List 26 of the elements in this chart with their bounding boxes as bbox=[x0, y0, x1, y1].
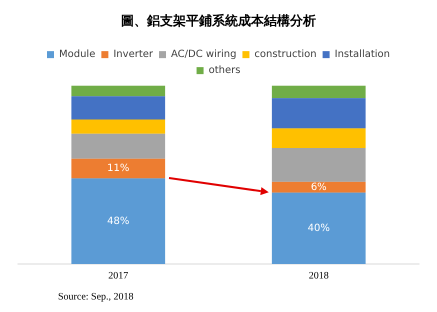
x-tick-label: 2018 bbox=[308, 270, 329, 282]
legend-label: AC/DC wiring bbox=[171, 49, 236, 60]
bar bbox=[71, 86, 166, 96]
bar bbox=[71, 119, 166, 134]
data-label: 40% bbox=[308, 222, 330, 234]
legend-label: Installation bbox=[334, 49, 390, 60]
bar bbox=[272, 192, 366, 264]
bar bbox=[71, 96, 166, 120]
legend-label: others bbox=[208, 65, 240, 76]
bar bbox=[71, 158, 166, 178]
bar bbox=[272, 98, 366, 128]
bar bbox=[272, 86, 366, 98]
bar bbox=[71, 134, 166, 159]
source-note: Source: Sep., 2018 bbox=[58, 292, 134, 303]
chart-title: 圖、鋁支架平鋪系統成本結構分析 bbox=[121, 13, 316, 30]
legend-label: construction bbox=[254, 49, 317, 60]
x-tick-label: 2017 bbox=[108, 270, 128, 282]
legend-label: Module bbox=[59, 49, 96, 60]
legend-label: Inverter bbox=[113, 49, 154, 60]
data-label: 6% bbox=[310, 182, 327, 193]
data-label: 48% bbox=[107, 216, 130, 227]
bar bbox=[272, 148, 366, 182]
bar bbox=[71, 178, 166, 264]
bar bbox=[272, 182, 366, 193]
data-label: 11% bbox=[107, 163, 130, 174]
bar bbox=[272, 128, 366, 148]
